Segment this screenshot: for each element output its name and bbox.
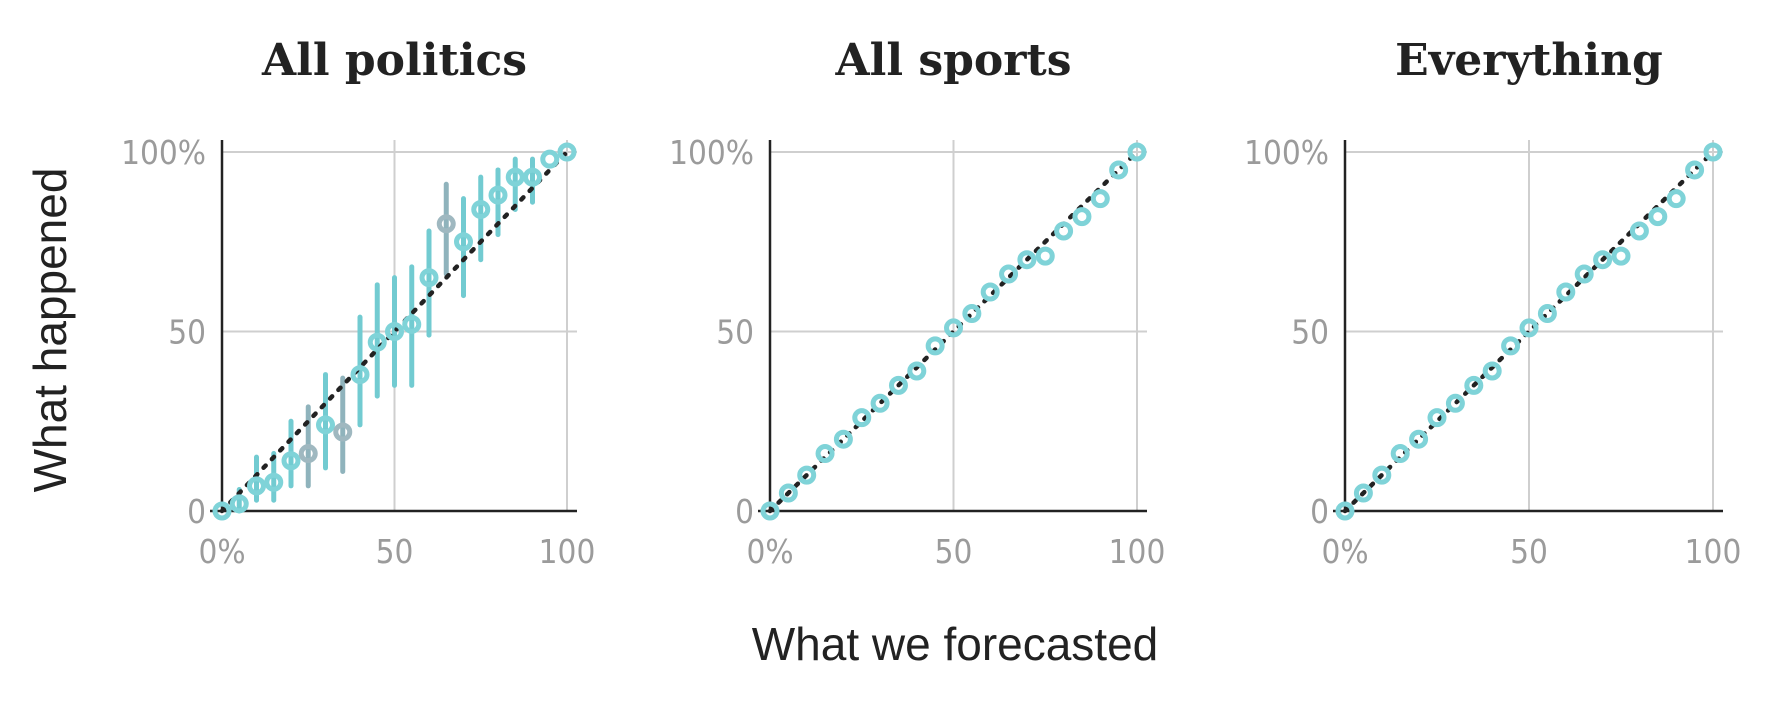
- data-point: [980, 282, 1000, 302]
- data-point: [419, 268, 439, 288]
- data-point: [1611, 246, 1631, 266]
- chart-panel-1: All politics 0 50 100% 0% 50 100: [121, 35, 595, 571]
- data-point: [815, 444, 835, 464]
- x-tick-label: 0%: [198, 532, 245, 571]
- data-point: [1035, 246, 1055, 266]
- chart-panel-3: Everything 0 50 100% 0% 50 100: [1244, 35, 1741, 571]
- y-tick-label: 0: [1310, 492, 1329, 531]
- data-point: [925, 336, 945, 356]
- data-point: [760, 501, 780, 521]
- data-point: [1556, 282, 1576, 302]
- data-point: [540, 149, 560, 169]
- data-point: [281, 451, 301, 471]
- x-tick-label: 0%: [1321, 532, 1368, 571]
- data-point: [523, 167, 542, 187]
- data-point: [1537, 304, 1557, 324]
- data-point: [1390, 444, 1410, 464]
- data-point: [1427, 408, 1447, 428]
- data-point: [557, 142, 577, 162]
- y-tick-label: 100%: [1244, 133, 1329, 172]
- data-point: [333, 422, 353, 442]
- data-point: [402, 314, 422, 334]
- data-point: [436, 214, 456, 234]
- data-point: [1629, 221, 1649, 241]
- data-point: [264, 472, 284, 492]
- y-tick-label: 0: [735, 492, 754, 531]
- data-point: [471, 199, 491, 219]
- data-point: [1409, 429, 1429, 449]
- data-point: [1666, 189, 1686, 209]
- x-tick-label: 50: [935, 532, 973, 571]
- data-point: [1574, 264, 1594, 284]
- data-point: [1353, 483, 1373, 503]
- data-point: [1335, 501, 1355, 521]
- y-tick-label: 50: [716, 313, 754, 352]
- data-point: [888, 375, 908, 395]
- data-point: [1054, 221, 1074, 241]
- data-point: [1501, 336, 1521, 356]
- data-point: [454, 232, 473, 252]
- data-point: [298, 444, 318, 464]
- data-point: [1445, 393, 1465, 413]
- data-point: [870, 393, 890, 413]
- y-tick-label: 100%: [121, 133, 206, 172]
- data-point: [1464, 375, 1484, 395]
- data-point: [212, 501, 232, 521]
- y-tick-label: 100%: [669, 133, 754, 172]
- x-tick-label: 0%: [746, 532, 793, 571]
- panel-title: All politics: [261, 35, 527, 86]
- data-point: [833, 429, 853, 449]
- data-point: [1372, 465, 1392, 485]
- x-tick-label: 100: [539, 532, 596, 571]
- data-point: [962, 304, 982, 324]
- data-point: [1090, 189, 1110, 209]
- panel-title: Everything: [1395, 35, 1663, 86]
- x-tick-label: 50: [1510, 532, 1548, 571]
- y-axis-title: What happened: [24, 168, 76, 493]
- data-point: [488, 185, 508, 205]
- data-point: [350, 365, 370, 385]
- x-tick-label: 100: [1109, 532, 1166, 571]
- data-point: [367, 332, 387, 352]
- data-point: [852, 408, 872, 428]
- data-point: [944, 318, 963, 338]
- data-point: [505, 167, 525, 187]
- data-point: [247, 476, 266, 496]
- data-point: [1648, 207, 1668, 227]
- data-point: [1593, 250, 1613, 270]
- data-point: [1017, 250, 1037, 270]
- data-point: [1127, 142, 1147, 162]
- data-point: [1703, 142, 1723, 162]
- data-point: [1482, 361, 1502, 381]
- data-point: [1072, 207, 1092, 227]
- reference-line: [219, 149, 570, 514]
- data-point: [778, 483, 798, 503]
- data-point: [229, 494, 249, 514]
- data-point: [385, 322, 404, 341]
- x-axis-title: What we forecasted: [752, 618, 1159, 670]
- data-point: [1685, 160, 1705, 180]
- data-point: [1109, 160, 1129, 180]
- data-point: [907, 361, 927, 381]
- x-tick-label: 100: [1685, 532, 1742, 571]
- panel-title: All sports: [834, 35, 1071, 86]
- y-tick-label: 0: [187, 492, 206, 531]
- x-tick-label: 50: [376, 532, 414, 571]
- data-point: [797, 465, 817, 485]
- data-point: [316, 415, 335, 435]
- data-point: [999, 264, 1019, 284]
- data-point: [1519, 318, 1539, 338]
- y-tick-label: 50: [168, 313, 206, 352]
- y-tick-label: 50: [1291, 313, 1329, 352]
- chart-panel-2: All sports 0 50 100% 0% 50 100: [669, 35, 1165, 571]
